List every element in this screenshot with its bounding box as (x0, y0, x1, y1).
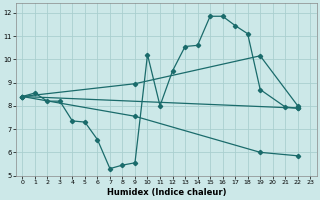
X-axis label: Humidex (Indice chaleur): Humidex (Indice chaleur) (107, 188, 226, 197)
